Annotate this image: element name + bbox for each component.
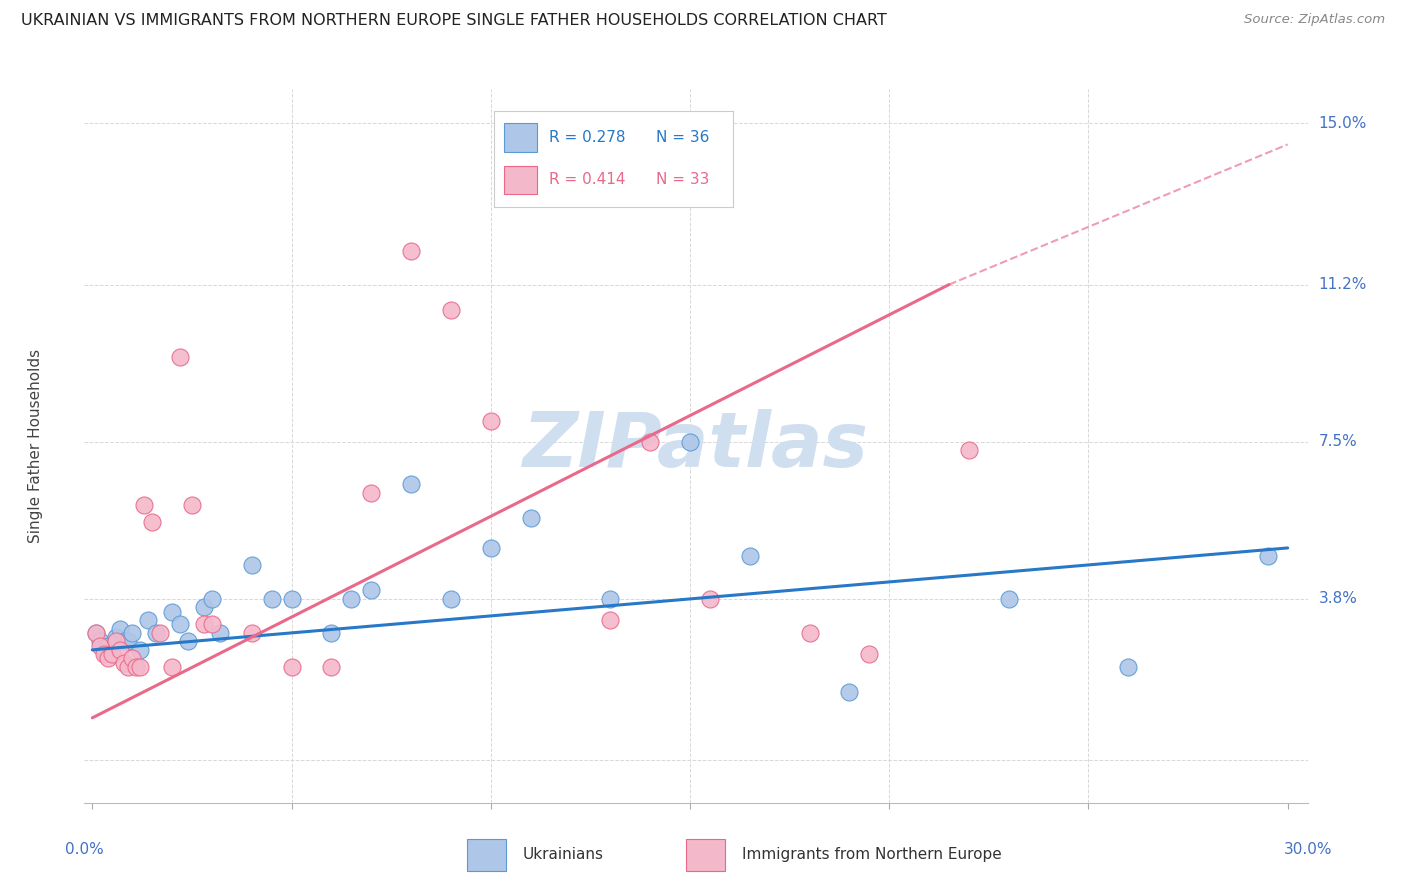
- Point: [599, 613, 621, 627]
- Point: [136, 613, 159, 627]
- Point: [134, 499, 156, 513]
- Point: [260, 591, 283, 606]
- Point: [160, 660, 183, 674]
- Point: [280, 591, 302, 606]
- Point: [105, 630, 128, 644]
- Point: [129, 660, 152, 674]
- Point: [519, 511, 541, 525]
- Point: [208, 626, 231, 640]
- Point: [240, 626, 263, 640]
- Point: [280, 660, 302, 674]
- Point: [638, 434, 661, 449]
- Point: [93, 647, 115, 661]
- Point: [201, 591, 224, 606]
- Point: [599, 591, 621, 606]
- Point: [105, 634, 128, 648]
- Point: [160, 605, 183, 619]
- Point: [399, 477, 422, 491]
- Point: [1116, 660, 1139, 674]
- Point: [957, 443, 980, 458]
- Point: [1257, 549, 1279, 564]
- Point: [169, 350, 191, 364]
- Point: [86, 626, 108, 640]
- Point: [117, 634, 139, 648]
- Text: 7.5%: 7.5%: [1319, 434, 1357, 450]
- Text: Immigrants from Northern Europe: Immigrants from Northern Europe: [742, 847, 1002, 862]
- Point: [799, 626, 821, 640]
- Point: [149, 626, 172, 640]
- Point: [169, 617, 191, 632]
- Point: [440, 303, 463, 318]
- Text: UKRAINIAN VS IMMIGRANTS FROM NORTHERN EUROPE SINGLE FATHER HOUSEHOLDS CORRELATIO: UKRAINIAN VS IMMIGRANTS FROM NORTHERN EU…: [21, 13, 887, 29]
- Point: [110, 643, 132, 657]
- Point: [97, 639, 120, 653]
- Text: ZIPatlas: ZIPatlas: [523, 409, 869, 483]
- Point: [86, 626, 108, 640]
- Text: Ukrainians: Ukrainians: [523, 847, 605, 862]
- Text: Single Father Households: Single Father Households: [28, 349, 44, 543]
- Point: [101, 647, 124, 661]
- Point: [129, 643, 152, 657]
- Point: [177, 634, 200, 648]
- Point: [110, 622, 132, 636]
- Point: [121, 651, 143, 665]
- Point: [145, 626, 167, 640]
- Point: [117, 660, 139, 674]
- Point: [679, 434, 702, 449]
- Text: 30.0%: 30.0%: [1284, 842, 1331, 856]
- Point: [699, 591, 721, 606]
- Point: [340, 591, 363, 606]
- Text: Source: ZipAtlas.com: Source: ZipAtlas.com: [1244, 13, 1385, 27]
- Point: [181, 499, 204, 513]
- Text: 0.0%: 0.0%: [65, 842, 104, 856]
- FancyBboxPatch shape: [686, 839, 725, 871]
- Text: 3.8%: 3.8%: [1319, 591, 1358, 607]
- Point: [89, 634, 111, 648]
- Point: [738, 549, 761, 564]
- Point: [479, 541, 502, 555]
- Point: [360, 485, 382, 500]
- Point: [399, 244, 422, 258]
- Point: [101, 647, 124, 661]
- Point: [997, 591, 1019, 606]
- Point: [838, 685, 860, 699]
- Point: [858, 647, 880, 661]
- Point: [93, 643, 115, 657]
- Point: [121, 626, 143, 640]
- FancyBboxPatch shape: [467, 839, 506, 871]
- Point: [89, 639, 111, 653]
- Point: [125, 660, 148, 674]
- Point: [141, 516, 163, 530]
- Point: [201, 617, 224, 632]
- Point: [440, 591, 463, 606]
- Point: [321, 626, 343, 640]
- Point: [97, 651, 120, 665]
- Point: [240, 558, 263, 572]
- Point: [193, 600, 215, 615]
- Point: [321, 660, 343, 674]
- Point: [479, 413, 502, 427]
- Text: 15.0%: 15.0%: [1319, 116, 1367, 131]
- Point: [112, 656, 135, 670]
- Text: 11.2%: 11.2%: [1319, 277, 1367, 292]
- Point: [193, 617, 215, 632]
- Point: [360, 583, 382, 598]
- Point: [112, 634, 135, 648]
